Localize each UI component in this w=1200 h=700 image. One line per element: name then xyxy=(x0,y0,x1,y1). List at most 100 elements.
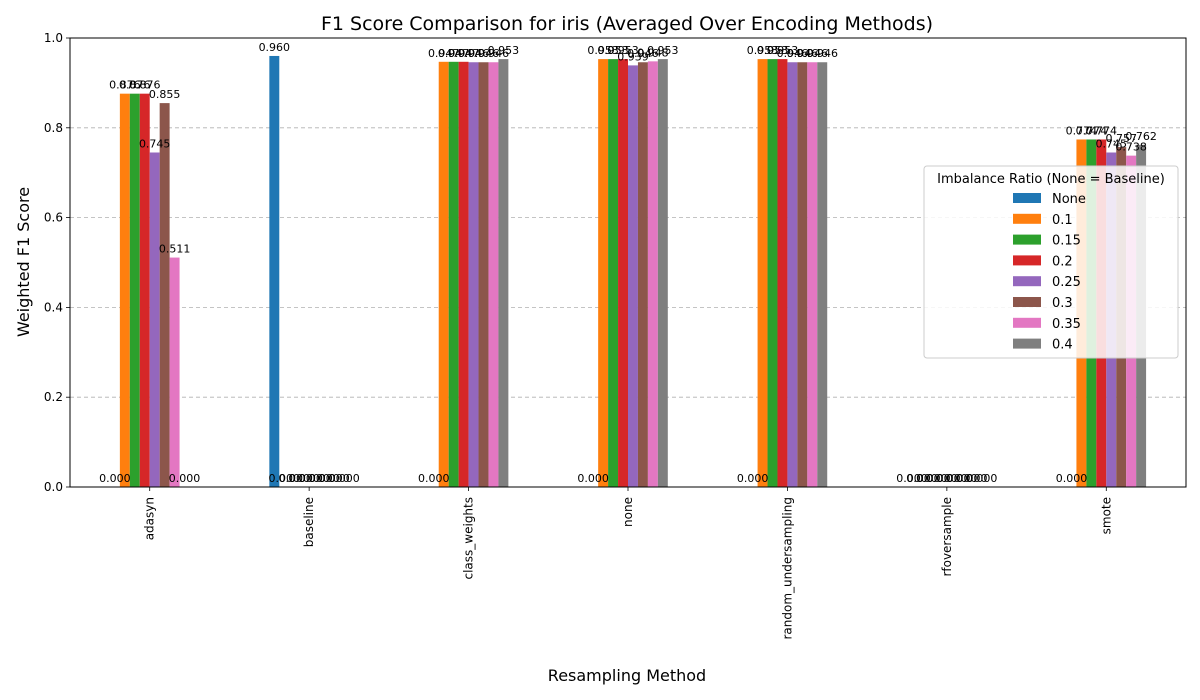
x-tick-label: adasyn xyxy=(143,497,157,540)
data-label: 0.953 xyxy=(767,44,799,57)
y-tick-label: 0.6 xyxy=(44,211,63,225)
bar-class_weights-0.15 xyxy=(448,61,459,488)
x-tick-label: baseline xyxy=(302,497,316,547)
data-label: 0.939 xyxy=(617,50,649,63)
data-label: 0.000 xyxy=(946,472,978,485)
bar-random_undersampling-0.4 xyxy=(817,62,828,487)
data-label: 0.000 xyxy=(418,472,450,485)
data-label: 0.000 xyxy=(318,472,350,485)
data-label: 0.947 xyxy=(438,47,470,60)
y-tick-label: 1.0 xyxy=(44,31,63,45)
bar-class_weights-0.35 xyxy=(488,62,499,487)
y-tick-label: 0.0 xyxy=(44,480,63,494)
bar-none-0.4 xyxy=(657,59,668,488)
data-label: 0.000 xyxy=(956,472,988,485)
plot-frame xyxy=(69,37,1187,488)
data-label: 0.953 xyxy=(757,44,789,57)
bar-none-0.15 xyxy=(608,59,619,488)
data-label: 0.948 xyxy=(637,46,669,59)
bar-random_undersampling-0.35 xyxy=(807,62,818,487)
x-tick-label: none xyxy=(621,497,635,527)
axes-layer: 0.0 0.2 0.4 0.6 0.8 1.0 adasyn baseline class_we… xyxy=(44,31,1187,640)
bar-random_undersampling-0.3 xyxy=(797,62,808,487)
data-label: 0.745 xyxy=(139,137,171,150)
bar-none-0.3 xyxy=(637,62,648,487)
y-tick-label: 0.8 xyxy=(44,121,63,135)
data-label: 0.000 xyxy=(269,472,301,485)
legend-label: 0.25 xyxy=(1052,275,1081,290)
y-tick-label: 0.2 xyxy=(44,390,63,404)
data-label: 0.000 xyxy=(896,472,928,485)
data-label: 0.946 xyxy=(627,47,659,60)
legend-swatch xyxy=(1013,234,1041,245)
chart-title: F1 Score Comparison for iris (Averaged O… xyxy=(321,13,933,35)
data-label: 0.946 xyxy=(458,47,490,60)
data-label: 0.946 xyxy=(478,47,510,60)
bar-none-0.1 xyxy=(598,59,609,488)
data-label: 0.000 xyxy=(966,472,998,485)
data-label: 0.000 xyxy=(308,472,340,485)
data-label: 0.738 xyxy=(1115,141,1147,154)
data-label: 0.774 xyxy=(1076,124,1108,137)
bar-adasyn-0.35 xyxy=(169,257,180,487)
data-label: 0.762 xyxy=(1125,130,1157,143)
data-label: 0.953 xyxy=(488,44,520,57)
bar-random_undersampling-0.1 xyxy=(757,59,768,488)
data-label: 0.953 xyxy=(607,44,639,57)
grid-layer xyxy=(70,127,1186,398)
data-label: 0.774 xyxy=(1086,124,1118,137)
bar-random_undersampling-0.2 xyxy=(777,59,788,488)
data-label: 0.000 xyxy=(169,472,201,485)
data-label: 0.947 xyxy=(448,47,480,60)
legend-label: 0.15 xyxy=(1052,234,1081,249)
data-label: 0.946 xyxy=(787,47,819,60)
legend-swatch xyxy=(1013,255,1041,266)
bar-adasyn-0.2 xyxy=(139,93,150,488)
data-label: 0.000 xyxy=(926,472,958,485)
legend-swatch xyxy=(1013,338,1041,349)
x-tick-label: rfoversample xyxy=(940,497,954,577)
data-label: 0.946 xyxy=(777,47,809,60)
x-axis-label: Resampling Method xyxy=(548,666,706,685)
data-label: 0.946 xyxy=(807,47,839,60)
data-label: 0.000 xyxy=(936,472,968,485)
bar-class_weights-0.4 xyxy=(498,59,509,488)
legend-swatch xyxy=(1013,276,1041,287)
legend-title: Imbalance Ratio (None = Baseline) xyxy=(937,172,1165,187)
bar-adasyn-0.1 xyxy=(119,93,130,488)
data-label: 0.000 xyxy=(278,472,310,485)
data-label: 0.953 xyxy=(587,44,619,57)
x-tick-label: random_undersampling xyxy=(780,497,794,640)
bar-adasyn-0.25 xyxy=(149,152,160,487)
data-label: 0.774 xyxy=(1066,124,1098,137)
data-label: 0.000 xyxy=(1056,472,1088,485)
legend-swatch xyxy=(1013,193,1041,203)
y-axis-label: Weighted F1 Score xyxy=(14,187,33,337)
legend-box xyxy=(923,165,1179,359)
data-label: 0.000 xyxy=(328,472,360,485)
data-label: 0.876 xyxy=(109,79,141,92)
y-tick-label: 0.4 xyxy=(44,300,63,314)
bar-class_weights-0.2 xyxy=(458,61,469,488)
data-label: 0.953 xyxy=(747,44,779,57)
bar-none-0.2 xyxy=(618,59,628,488)
data-label: 0.946 xyxy=(468,47,500,60)
bar-class_weights-0.1 xyxy=(438,61,449,488)
data-label: 0.876 xyxy=(119,79,151,92)
bar-random_undersampling-0.25 xyxy=(787,62,798,487)
data-label: 0.000 xyxy=(577,472,609,485)
data-label: 0.953 xyxy=(647,44,679,57)
legend-swatch xyxy=(1013,213,1041,224)
bar-random_undersampling-0.15 xyxy=(767,59,778,488)
data-label: 0.946 xyxy=(797,47,829,60)
bar-baseline-None xyxy=(269,55,280,488)
data-label: 0.000 xyxy=(906,472,938,485)
data-label: 0.511 xyxy=(159,243,191,256)
bar-adasyn-0.3 xyxy=(159,103,170,487)
bar-none-0.35 xyxy=(647,61,658,488)
data-label: 0.000 xyxy=(737,472,769,485)
legend-swatch xyxy=(1013,297,1041,307)
data-label: 0.947 xyxy=(428,47,460,60)
